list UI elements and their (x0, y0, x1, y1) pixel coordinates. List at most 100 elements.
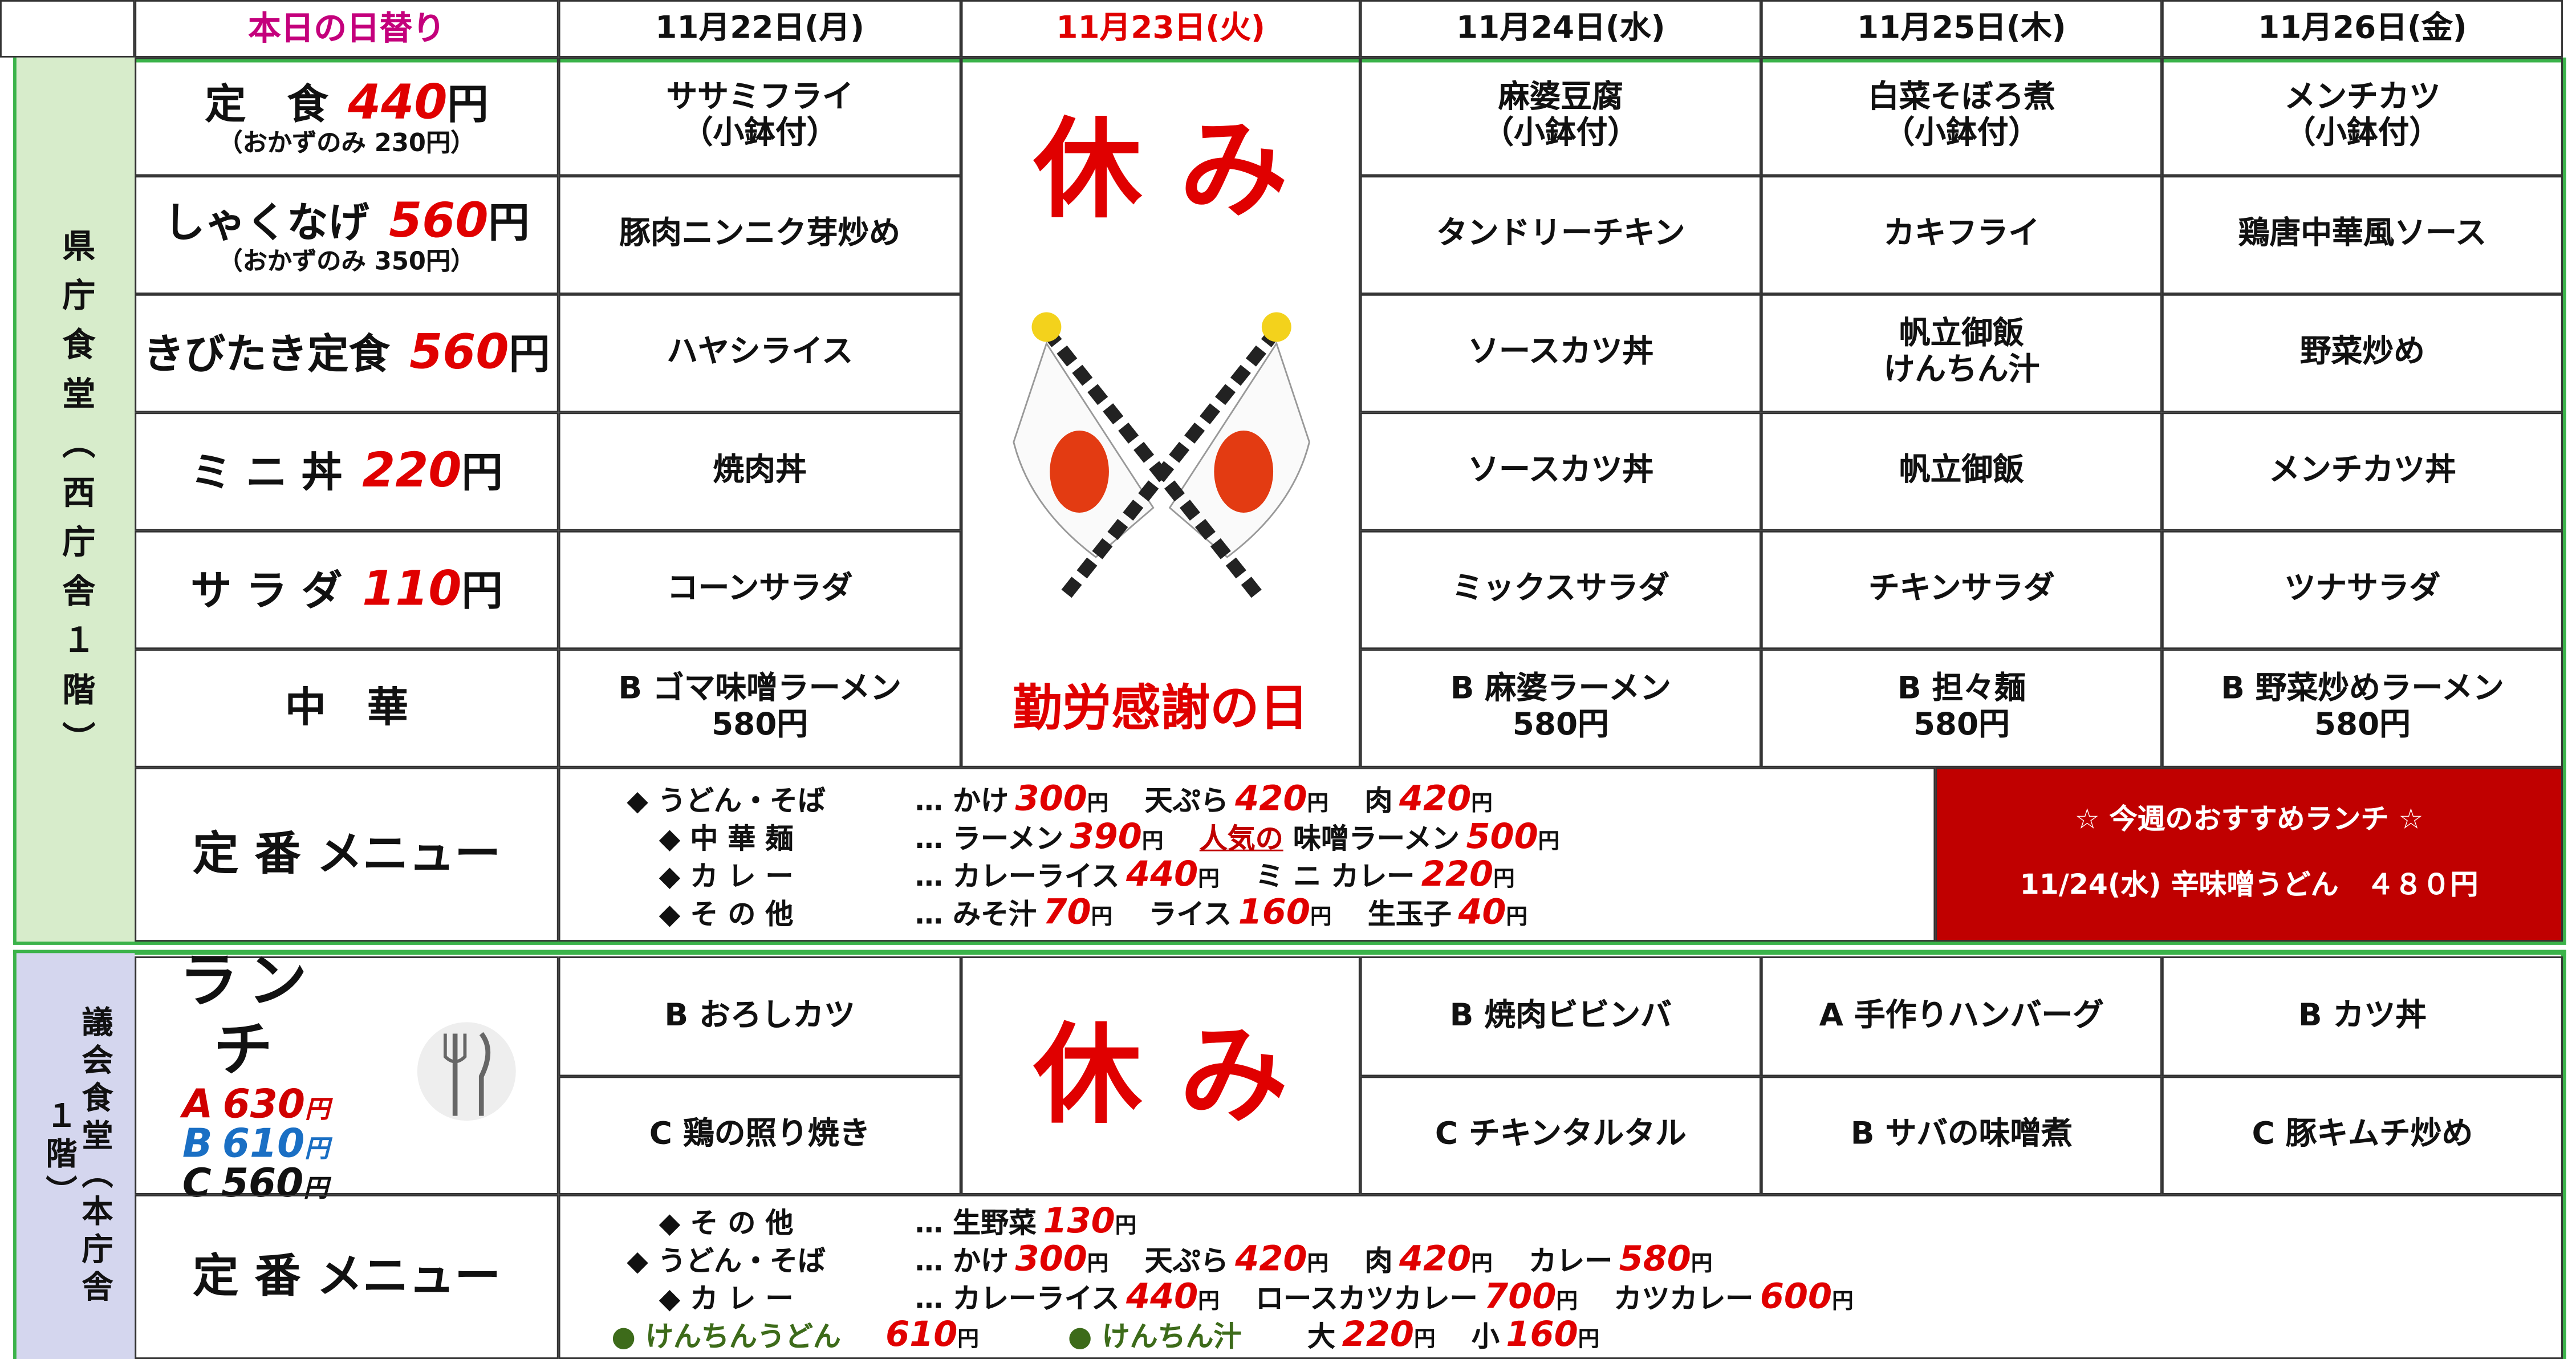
menu-item: 野菜炒め (2162, 294, 2563, 412)
menu-item: B ゴマ味噌ラーメン 580円 (559, 649, 961, 767)
menu-item: メンチカツ丼 (2162, 412, 2563, 530)
menu-name-line: しゃくなげ560円 (164, 193, 529, 248)
yen-unit: 円 (1115, 1214, 1137, 1239)
menu-price: 110 (362, 561, 461, 617)
cutlery-icon (393, 1013, 541, 1138)
day-label: 11月22日(月) (655, 11, 864, 47)
menu-name: サ ラ ダ110円 (135, 531, 558, 649)
menu-item: B 焼肉ビビンバ (1360, 956, 1761, 1076)
teiban-name: ライス (1149, 899, 1232, 932)
day-header: 11月24日(水) (1360, 0, 1761, 58)
menu-item-text: タンドリーチキン (1436, 217, 1685, 253)
yen-unit: 円 (305, 1094, 330, 1124)
page: 本日の日替り 11月22日(月) 11月23日(火) 11月24日(水) 11月25日(… (0, 0, 2576, 1359)
menu-item-text: 鶏唐中華風ソース (2238, 217, 2486, 253)
yen-unit: 円 (1506, 906, 1528, 930)
teiban-item: … みそ汁70円 (915, 893, 1112, 933)
menu-item-text: C 鶏の照り焼き (649, 1118, 871, 1154)
menu-price: 220 (362, 443, 461, 498)
menu-item-text: C チキンタルタル (1435, 1118, 1687, 1154)
day-label: 11月25日(木) (1857, 11, 2066, 47)
teiban-name: … ラーメン (915, 823, 1063, 857)
recommend-text: 11/24(水) 辛味噌うどん ４８０円 (2020, 871, 2479, 903)
teiban-name: 大 (1307, 1321, 1335, 1354)
teiban-category: ◆ うどん・そば (587, 787, 866, 819)
teiban-price: 440 (1126, 1277, 1198, 1316)
menu-name: しゃくなげ560円（おかずのみ 350円） (135, 176, 558, 294)
day-header: 11月23日(火) (961, 0, 1360, 58)
teiban-price: 40 (1458, 893, 1506, 932)
teiban-line: ◆ 中 華 麺… ラーメン390円人気の味噌ラーメン500円 (587, 817, 1596, 854)
teiban-category: ◆ そ の 他 (587, 900, 866, 932)
popular-badge: 人気の (1200, 823, 1283, 857)
teiban-line: ◆ そ の 他… 生野菜130円 (587, 1201, 1173, 1239)
menu-item-text: 白菜そぼろ煮 （小鉢付） (1868, 81, 2055, 153)
menu-item: B 麻婆ラーメン 580円 (1360, 649, 1761, 767)
menu-item-text: カキフライ (1883, 217, 2039, 253)
menu-item-text: メンチカツ （小鉢付） (2285, 81, 2441, 153)
menu-item-text: C 豚キムチ炒め (2252, 1118, 2473, 1154)
side-label: 議会食堂（本庁舎１階） (17, 953, 135, 1359)
menu-sheet: 本日の日替り 11月22日(月) 11月23日(火) 11月24日(水) 11月25日(… (0, 0, 2576, 1359)
teiban-name: ミ ニ カレー (1256, 861, 1415, 894)
teiban-item: 天ぷら420円 (1145, 779, 1328, 820)
yen-unit: 円 (1556, 1290, 1578, 1315)
flag-illustration (997, 310, 1325, 606)
teiban-price: 440 (1126, 854, 1198, 894)
teiban-item: ロースカツカレー700円 (1256, 1277, 1578, 1317)
menu-item: 麻婆豆腐 （小鉢付） (1360, 58, 1761, 176)
menu-item: ササミフライ （小鉢付） (559, 58, 961, 176)
teiban-item: 天ぷら420円 (1145, 1239, 1328, 1280)
teiban-category: ◆ カ レ ー (587, 1285, 866, 1317)
menu-note: （おかずのみ 350円） (218, 248, 475, 277)
today-label: 本日の日替り (248, 10, 445, 47)
menu-item: ツナサラダ (2162, 531, 2563, 649)
yen-unit: 円 (1471, 792, 1493, 817)
teiban-item: ● けんちん汁大220円 (1015, 1315, 1435, 1355)
menu-item-text: 帆立御飯 けんちん汁 (1883, 318, 2039, 390)
teiban-category: ● けんちん汁 (1015, 1323, 1294, 1355)
menu-item: ハヤシライス (559, 294, 961, 412)
menu-item-text: B ゴマ味噌ラーメン 580円 (618, 672, 901, 744)
menu-item: 鶏唐中華風ソース (2162, 176, 2563, 294)
teiban-name: … かけ (915, 1246, 1009, 1279)
teiban-item: ◆ カ レ ー (587, 1285, 879, 1317)
yen-unit: 円 (957, 1328, 979, 1352)
teiban-price: 390 (1070, 817, 1141, 856)
day-label: 11月26日(金) (2258, 11, 2467, 47)
menu-item-text: B 麻婆ラーメン 580円 (1450, 672, 1671, 744)
menu-item-text: B おろしカツ (664, 999, 855, 1035)
yen-unit: 円 (1471, 1252, 1493, 1277)
menu-item: ソースカツ丼 (1360, 412, 1761, 530)
teiban-name: 味噌ラーメン (1293, 823, 1460, 857)
teiban-name: 肉 (1364, 785, 1392, 818)
teiban-price: 420 (1235, 1239, 1307, 1279)
lunch-prices: ランチA630円B610円C560円 (153, 948, 343, 1203)
yen-unit: 円 (462, 449, 503, 497)
teiban-price: 700 (1484, 1277, 1556, 1316)
teiban-item: ◆ そ の 他 (587, 1210, 879, 1242)
fork-knife (393, 1013, 541, 1129)
teiban-price: 160 (1506, 1315, 1578, 1354)
menu-item-text: B サバの味噌煮 (1851, 1118, 2073, 1154)
holiday-text: 休 み (1033, 108, 1288, 233)
yen-unit: 円 (1578, 1328, 1600, 1352)
teiban-name: カレー (1529, 1246, 1612, 1279)
day-label: 11月24日(水) (1456, 11, 1665, 47)
teiban-item: ミ ニ カレー220円 (1256, 854, 1514, 895)
teiban-line: ◆ カ レ ー… カレーライス440円ロースカツカレー700円カツカレー600円 (587, 1277, 1890, 1315)
teiban-name: … かけ (915, 785, 1009, 818)
yen-unit: 円 (448, 80, 489, 128)
yen-unit: 円 (1307, 792, 1328, 817)
yen-unit: 円 (1307, 1252, 1328, 1277)
lunch-cell: ランチA630円B610円C560円 (135, 956, 558, 1195)
menu-item-text: コーンサラダ (667, 572, 853, 608)
